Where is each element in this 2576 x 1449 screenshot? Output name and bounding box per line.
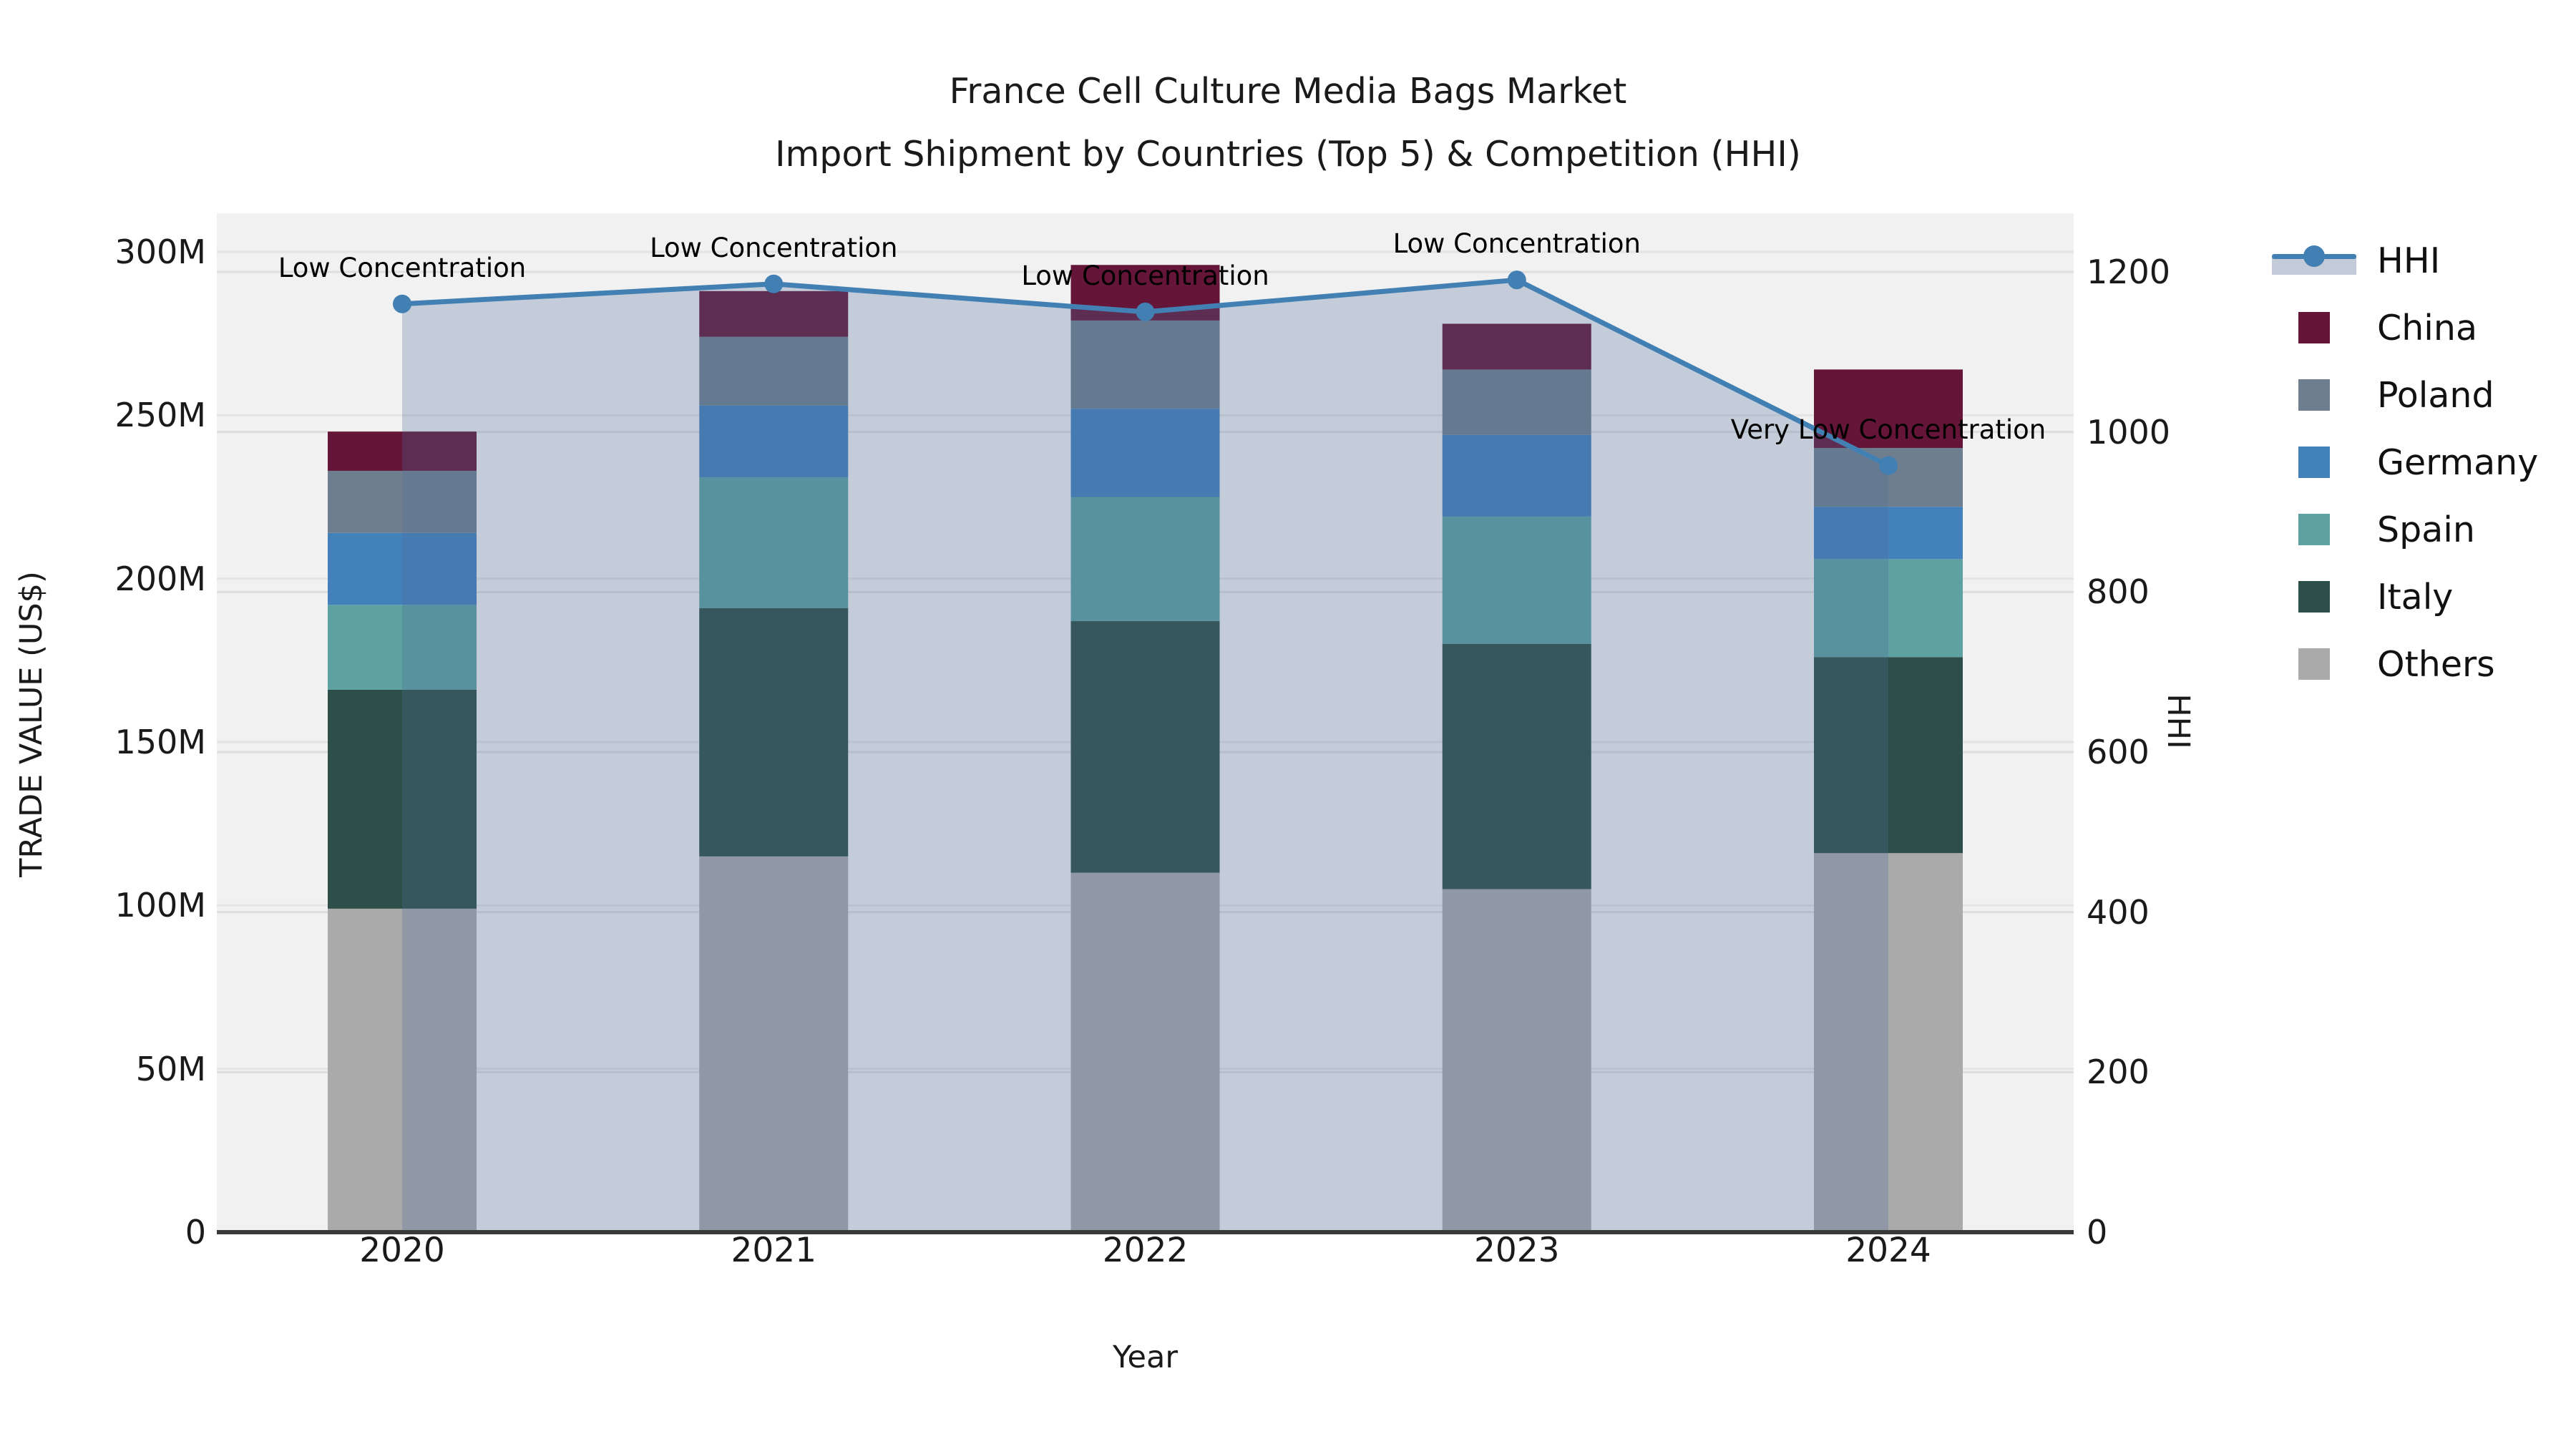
bar-segment-others-2021 [699, 856, 849, 1232]
legend-swatch-others [2298, 648, 2330, 680]
annotation-2024: Very Low Concentration [1730, 414, 2046, 445]
bar-segment-others-2022 [1070, 872, 1220, 1232]
legend-item-poland: Poland [2267, 361, 2538, 429]
bar-segment-spain-2021 [699, 477, 849, 608]
y-right-tick-400: 400 [2087, 892, 2150, 932]
hhi-marker-2020 [393, 294, 411, 313]
y-right-tick-0: 0 [2087, 1213, 2108, 1252]
x-axis-title: Year [1112, 1340, 1179, 1375]
legend-item-hhi: HHI [2267, 227, 2538, 294]
legend-label-spain: Spain [2377, 509, 2475, 550]
y-left-tick-150M: 150M [114, 723, 207, 761]
legend-item-spain: Spain [2267, 496, 2538, 563]
legend-label-hhi: HHI [2377, 240, 2441, 281]
y-left-tick-0: 0 [185, 1213, 206, 1252]
legend-label-poland: Poland [2377, 374, 2494, 416]
bar-segment-italy-2024 [1814, 657, 1963, 854]
legend-swatch-icon [2267, 581, 2361, 613]
bar-segment-germany-2021 [699, 405, 849, 478]
hhi-marker-2022 [1136, 302, 1155, 321]
bar-segment-spain-2020 [328, 605, 477, 690]
bar-segment-italy-2021 [699, 608, 849, 857]
y-left-tick-100M: 100M [114, 886, 207, 925]
x-tick-2023: 2023 [1473, 1231, 1560, 1270]
bar-segment-others-2024 [1814, 853, 1963, 1232]
bar-segment-china-2024 [1814, 369, 1963, 448]
bar-segment-spain-2024 [1814, 559, 1963, 658]
bar-segment-others-2020 [328, 908, 477, 1232]
legend-swatch-icon [2267, 379, 2361, 411]
legend-swatch-germany [2298, 447, 2330, 478]
bar-segment-china-2023 [1442, 323, 1591, 370]
bar-segment-italy-2020 [328, 689, 477, 909]
hhi-marker-2024 [1879, 456, 1898, 475]
bar-segment-poland-2023 [1442, 369, 1591, 435]
hhi-area-fill [402, 280, 1888, 1232]
hhi-marker-2023 [1507, 270, 1526, 290]
x-tick-2022: 2022 [1102, 1231, 1189, 1270]
bar-segment-china-2020 [328, 431, 477, 471]
hhi-marker-2021 [764, 274, 784, 293]
x-tick-2020: 2020 [359, 1231, 445, 1270]
bar-segment-poland-2021 [699, 336, 849, 406]
y-axis-left-title: TRADE VALUE (US$) [14, 571, 49, 877]
annotation-2021: Low Concentration [650, 232, 898, 263]
bar-segment-poland-2022 [1070, 320, 1220, 409]
legend-label-germany: Germany [2377, 441, 2539, 483]
legend-swatch-italy [2298, 581, 2330, 613]
bar-segment-germany-2023 [1442, 434, 1591, 517]
annotation-2022: Low Concentration [1021, 260, 1269, 291]
y-right-tick-1000: 1000 [2087, 412, 2171, 452]
legend-swatch-poland [2298, 379, 2330, 411]
x-tick-2021: 2021 [731, 1231, 817, 1270]
hhi-line-icon [2267, 245, 2361, 275]
y-left-tick-50M: 50M [135, 1049, 206, 1088]
bar-segment-germany-2024 [1814, 507, 1963, 560]
legend-line-dot [2303, 245, 2325, 267]
legend-swatch-china [2298, 312, 2330, 343]
bar-segment-spain-2022 [1070, 497, 1220, 622]
annotation-2023: Low Concentration [1392, 228, 1641, 260]
bar-segment-china-2021 [699, 291, 849, 337]
legend: HHI China Poland Germany Spain Italy Others [2267, 227, 2538, 698]
legend-label-others: Others [2377, 643, 2495, 685]
annotation-2020: Low Concentration [278, 252, 527, 283]
y-right-tick-1200: 1200 [2087, 253, 2171, 291]
legend-swatch-icon [2267, 514, 2361, 545]
legend-swatch-icon [2267, 648, 2361, 680]
legend-item-others: Others [2267, 630, 2538, 698]
y-left-tick-250M: 250M [114, 396, 207, 435]
bar-segment-germany-2022 [1070, 409, 1220, 497]
legend-swatch-spain [2298, 514, 2330, 545]
legend-item-germany: Germany [2267, 429, 2538, 496]
bar-segment-poland-2020 [328, 470, 477, 533]
chart-title-line-1: France Cell Culture Media Bags Market [949, 71, 1627, 112]
y-left-tick-200M: 200M [114, 559, 207, 598]
bar-segment-italy-2022 [1070, 621, 1220, 873]
y-right-tick-800: 800 [2087, 572, 2150, 612]
y-left-tick-300M: 300M [114, 233, 207, 271]
x-tick-2024: 2024 [1845, 1231, 1931, 1270]
y-right-tick-600: 600 [2087, 733, 2150, 771]
chart-title-line-2: Import Shipment by Countries (Top 5) & C… [775, 134, 1801, 175]
legend-item-china: China [2267, 294, 2538, 361]
bar-segment-italy-2023 [1442, 644, 1591, 889]
y-right-tick-200: 200 [2087, 1053, 2150, 1092]
legend-label-italy: Italy [2377, 576, 2454, 618]
legend-swatch-icon [2267, 312, 2361, 343]
legend-label-china: China [2377, 307, 2477, 348]
hhi-line-glyph [2272, 245, 2356, 275]
bar-segment-others-2023 [1442, 889, 1591, 1232]
y-axis-right-title: HHI [2160, 693, 2196, 749]
bar-segment-germany-2020 [328, 532, 477, 605]
legend-item-italy: Italy [2267, 563, 2538, 630]
legend-swatch-icon [2267, 447, 2361, 478]
bar-segment-spain-2023 [1442, 516, 1591, 644]
